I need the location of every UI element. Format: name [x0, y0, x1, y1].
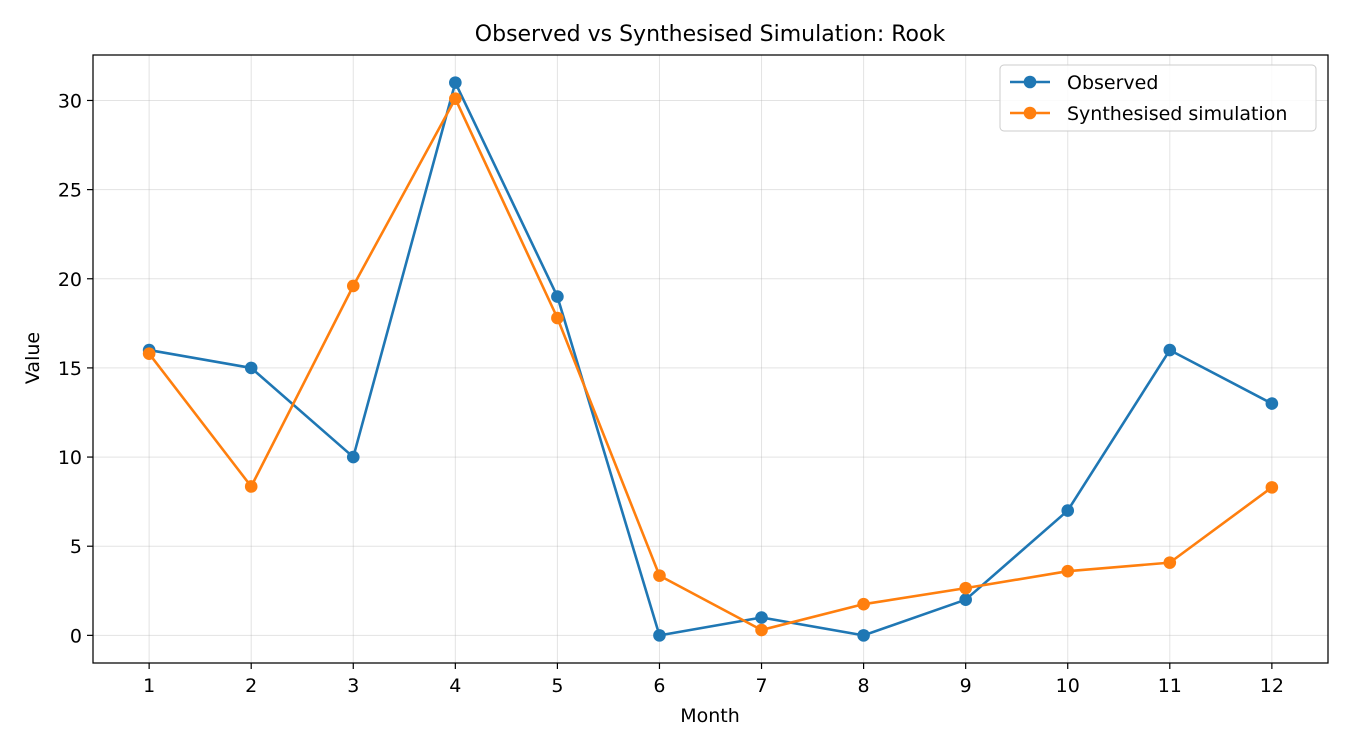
data-point	[346, 450, 360, 464]
x-tick-label: 10	[1056, 675, 1080, 697]
data-point	[1265, 397, 1279, 410]
data-point	[449, 76, 462, 89]
x-tick-label: 11	[1158, 675, 1182, 697]
data-point	[244, 480, 258, 493]
x-tick-label: 6	[653, 675, 665, 697]
series-layer	[142, 76, 1279, 642]
legend-label: Synthesised simulation	[1067, 103, 1287, 125]
data-point	[346, 279, 360, 293]
y-axis: 0 5 10 15 20 25 30	[58, 90, 93, 647]
x-axis-label: Month	[680, 705, 740, 727]
legend-box	[999, 64, 1317, 132]
data-point	[1265, 481, 1279, 494]
data-point	[857, 629, 870, 642]
data-point	[449, 92, 462, 105]
x-tick-label: 1	[143, 675, 155, 697]
data-point	[244, 361, 258, 375]
y-tick-label: 0	[70, 625, 82, 647]
data-point	[1163, 556, 1177, 569]
data-point	[755, 611, 768, 624]
data-point	[857, 597, 870, 611]
x-tick-label: 3	[347, 675, 359, 697]
data-point	[755, 623, 768, 637]
data-point	[142, 347, 156, 360]
x-tick-label: 12	[1260, 675, 1284, 697]
legend-entry: Synthesised simulation	[1010, 103, 1287, 125]
plot-frame	[92, 54, 1329, 664]
series-line	[148, 81, 1273, 637]
data-point	[551, 311, 564, 325]
data-point	[1061, 504, 1075, 517]
legend-entry: Observed	[1010, 72, 1158, 94]
data-point	[959, 593, 972, 607]
data-point	[959, 581, 972, 595]
legend: Observed Synthesised simulation	[999, 64, 1317, 132]
y-tick-label: 25	[58, 180, 82, 202]
legend-swatch-marker	[1023, 106, 1037, 120]
data-point	[1163, 343, 1177, 357]
series-synthesised-simulation	[142, 92, 1279, 637]
y-tick-label: 10	[58, 447, 82, 469]
x-tick-label: 8	[858, 675, 870, 697]
x-tick-label: 2	[245, 675, 257, 697]
y-tick-label: 15	[58, 358, 82, 380]
x-tick-label: 4	[449, 675, 461, 697]
x-tick-label: 7	[755, 675, 767, 697]
data-point	[1061, 564, 1075, 578]
x-tick-label: 9	[960, 675, 972, 697]
chart-title: Observed vs Synthesised Simulation: Rook	[475, 22, 946, 47]
y-tick-label: 20	[58, 269, 82, 291]
legend-label: Observed	[1067, 72, 1158, 94]
x-axis: 1 2 3 4 5 6 7 8 9 10 11 12	[143, 663, 1284, 697]
y-tick-label: 5	[70, 536, 82, 558]
data-point	[653, 629, 666, 642]
data-point	[653, 569, 666, 582]
data-point	[551, 290, 564, 303]
series-line	[148, 97, 1273, 632]
y-tick-label: 30	[58, 90, 82, 112]
x-tick-label: 5	[551, 675, 563, 697]
y-axis-label: Value	[22, 332, 44, 384]
legend-swatch-marker	[1023, 75, 1037, 89]
